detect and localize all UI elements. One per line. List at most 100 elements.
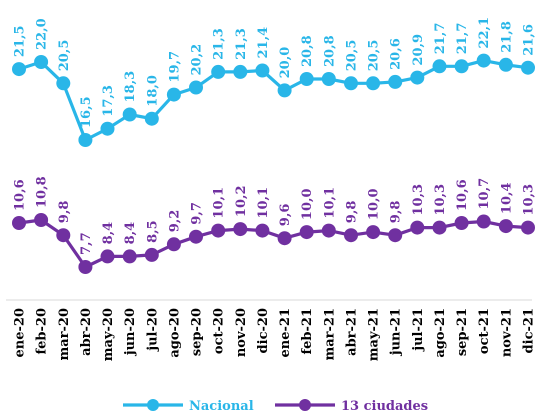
data-point-13-ciudades [233, 222, 248, 237]
data-point-nacional [344, 76, 358, 91]
data-point-nacional [34, 55, 49, 69]
data-label-13-ciudades: 10,1 [256, 187, 271, 219]
data-point-13-ciudades [521, 220, 535, 235]
data-label-13-ciudades: 9,2 [167, 210, 182, 233]
x-tick-label: abr-20 [79, 308, 94, 356]
data-label-nacional: 18,0 [145, 75, 160, 107]
x-tick-label: nov-20 [234, 308, 249, 357]
data-label-nacional: 22,1 [477, 17, 492, 49]
data-label-nacional: 20,8 [300, 35, 315, 67]
data-label-13-ciudades: 8,4 [123, 222, 138, 245]
x-tick-label: may-21 [367, 308, 382, 361]
legend: Nacional 13 ciudades [123, 399, 428, 414]
x-tick-label: may-20 [101, 308, 116, 361]
data-point-13-ciudades [366, 225, 381, 240]
series-line-13-ciudades [18, 218, 529, 269]
data-point-13-ciudades [388, 228, 403, 243]
data-label-nacional: 20,2 [190, 44, 205, 76]
x-tick-label: jul-20 [145, 308, 160, 352]
legend-swatch-marker [299, 399, 311, 411]
data-point-nacional [189, 80, 203, 95]
x-tick-label: dic-21 [522, 308, 536, 353]
data-point-nacional [521, 60, 535, 75]
x-tick-label: sep-21 [455, 308, 470, 356]
data-point-13-ciudades [255, 223, 270, 238]
x-tick-label: abr-21 [345, 308, 360, 356]
data-label-13-ciudades: 8,4 [101, 222, 116, 245]
x-tick-labels: ene-20 feb-20 mar-20 abr-20 may-20 jun-20 jul-… [13, 308, 536, 361]
data-point-13-ciudades [189, 229, 203, 244]
data-point-nacional [388, 74, 403, 89]
data-label-13-ciudades: 10,1 [212, 187, 227, 219]
data-label-nacional: 21,8 [499, 21, 514, 53]
series-line-nacional [18, 58, 529, 142]
data-point-13-ciudades [122, 249, 137, 264]
data-label-13-ciudades: 8,5 [145, 220, 160, 243]
data-point-13-ciudades [432, 220, 447, 235]
data-point-13-ciudades [166, 237, 181, 252]
x-tick-label: mar-21 [322, 308, 337, 361]
data-point-13-ciudades [144, 247, 159, 262]
data-point-13-ciudades [454, 216, 469, 230]
data-label-nacional: 21,5 [13, 25, 28, 57]
x-tick-label: ago-20 [167, 308, 182, 358]
legend-item-13-ciudades: 13 ciudades [275, 399, 428, 414]
data-label-13-ciudades: 9,8 [345, 201, 360, 224]
data-label-nacional: 22,0 [35, 18, 50, 50]
x-tick-label: feb-21 [300, 308, 315, 354]
data-label-nacional: 20,0 [278, 47, 293, 79]
data-point-nacional [454, 59, 469, 74]
data-label-13-ciudades: 10,4 [499, 182, 514, 214]
data-point-nacional [476, 53, 491, 68]
x-tick-label: ago-21 [433, 308, 448, 358]
data-label-nacional: 20,5 [57, 40, 72, 72]
data-label-nacional: 20,6 [389, 38, 404, 70]
data-point-nacional [277, 83, 292, 98]
x-tick-label: dic-20 [256, 308, 271, 353]
data-point-nacional [299, 72, 314, 86]
data-label-13-ciudades: 10,0 [300, 188, 315, 220]
data-label-nacional: 21,3 [212, 28, 227, 60]
data-point-nacional [166, 87, 181, 102]
legend-label: Nacional [189, 399, 254, 414]
x-tick-label: ene-21 [278, 308, 293, 357]
legend-swatch-marker [147, 399, 159, 411]
x-tick-label: oct-20 [212, 308, 227, 354]
data-label-13-ciudades: 9,6 [278, 204, 293, 227]
data-point-13-ciudades [277, 231, 292, 246]
x-tick-label: jul-21 [411, 308, 426, 352]
data-point-nacional [432, 59, 447, 74]
x-tick-label: sep-20 [190, 308, 205, 356]
data-label-13-ciudades: 10,1 [322, 187, 337, 219]
x-tick-label: feb-20 [35, 308, 50, 354]
data-label-nacional: 21,6 [522, 24, 536, 56]
data-label-13-ciudades: 10,8 [35, 176, 50, 208]
data-point-nacional [233, 64, 248, 79]
data-point-nacional [56, 76, 71, 91]
data-point-nacional [144, 111, 159, 126]
data-label-nacional: 20,9 [411, 34, 426, 66]
data-label-13-ciudades: 10,2 [234, 185, 249, 217]
legend-item-nacional: Nacional [123, 399, 254, 414]
data-point-13-ciudades [78, 260, 93, 274]
data-label-nacional: 20,5 [367, 40, 382, 72]
x-tick-label: ene-20 [13, 308, 28, 357]
data-point-13-ciudades [12, 216, 26, 230]
data-point-13-ciudades [344, 228, 358, 243]
data-point-13-ciudades [299, 225, 314, 240]
x-tick-label: mar-20 [57, 308, 72, 361]
data-point-13-ciudades [498, 219, 513, 234]
data-label-nacional: 21,4 [256, 27, 271, 59]
data-point-nacional [321, 72, 336, 86]
data-label-13-ciudades: 10,3 [522, 184, 536, 216]
legend-label: 13 ciudades [341, 399, 428, 414]
data-label-13-ciudades: 9,7 [190, 202, 205, 225]
series-nacional: 21,5 22,0 20,5 16,5 17,3 18,3 18,0 19,7 20,2 21,3… [12, 17, 536, 147]
data-point-nacional [255, 63, 270, 78]
x-tick-label: nov-21 [499, 308, 514, 357]
data-label-nacional: 18,3 [123, 71, 138, 103]
data-label-13-ciudades: 10,6 [455, 179, 470, 211]
data-point-13-ciudades [100, 249, 115, 264]
data-label-13-ciudades: 10,3 [433, 184, 448, 216]
data-point-13-ciudades [476, 214, 491, 229]
